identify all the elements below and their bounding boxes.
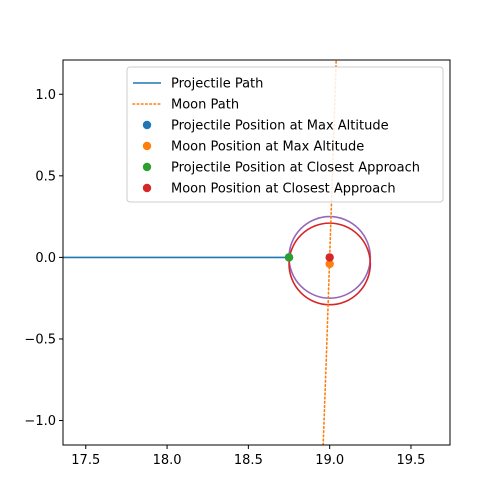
scatter-point-3-0	[325, 259, 334, 269]
plot-content	[63, 60, 372, 445]
legend-label-1: Moon Path	[171, 98, 239, 113]
x-tick-label: 19.0	[315, 453, 344, 468]
legend-label-4: Projectile Position at Closest Approach	[171, 161, 420, 176]
legend: Projectile Path Moon Path Projectile Posit…	[126, 66, 444, 203]
y-tick-label: 0.5	[35, 169, 56, 184]
plot-frame	[62, 59, 451, 446]
scatter-point-5-0	[325, 253, 334, 262]
y-tick-label: 0.0	[35, 251, 56, 266]
x-tick-label: 17.5	[71, 453, 100, 468]
y-tick-label: 1.0	[35, 88, 56, 103]
legend-marker-4	[142, 162, 152, 172]
legend-label-0: Projectile Path	[171, 77, 263, 92]
x-tick-label: 18.0	[153, 453, 182, 468]
legend-label-3: Moon Position at Max Altitude	[171, 140, 364, 155]
x-tick-label: 18.5	[234, 453, 263, 468]
y-tick-label: −1.0	[24, 414, 56, 429]
scatter-point-4-0	[284, 253, 294, 262]
legend-marker-5	[142, 183, 152, 193]
legend-marker-2	[142, 120, 152, 130]
legend-label-2: Projectile Position at Max Altitude	[171, 119, 389, 134]
legend-label-5: Moon Position at Closest Approach	[171, 182, 396, 197]
axes-layer: 17.5 18.0 18.5 19.0 19.5 −1.0 −0.5 0.0 0.5 1.0	[24, 88, 425, 468]
y-tick-label: −0.5	[24, 332, 56, 347]
legend-marker-3	[142, 141, 152, 151]
legend-box	[126, 66, 444, 203]
circle-1	[288, 222, 372, 306]
x-tick-label: 19.5	[396, 453, 425, 468]
